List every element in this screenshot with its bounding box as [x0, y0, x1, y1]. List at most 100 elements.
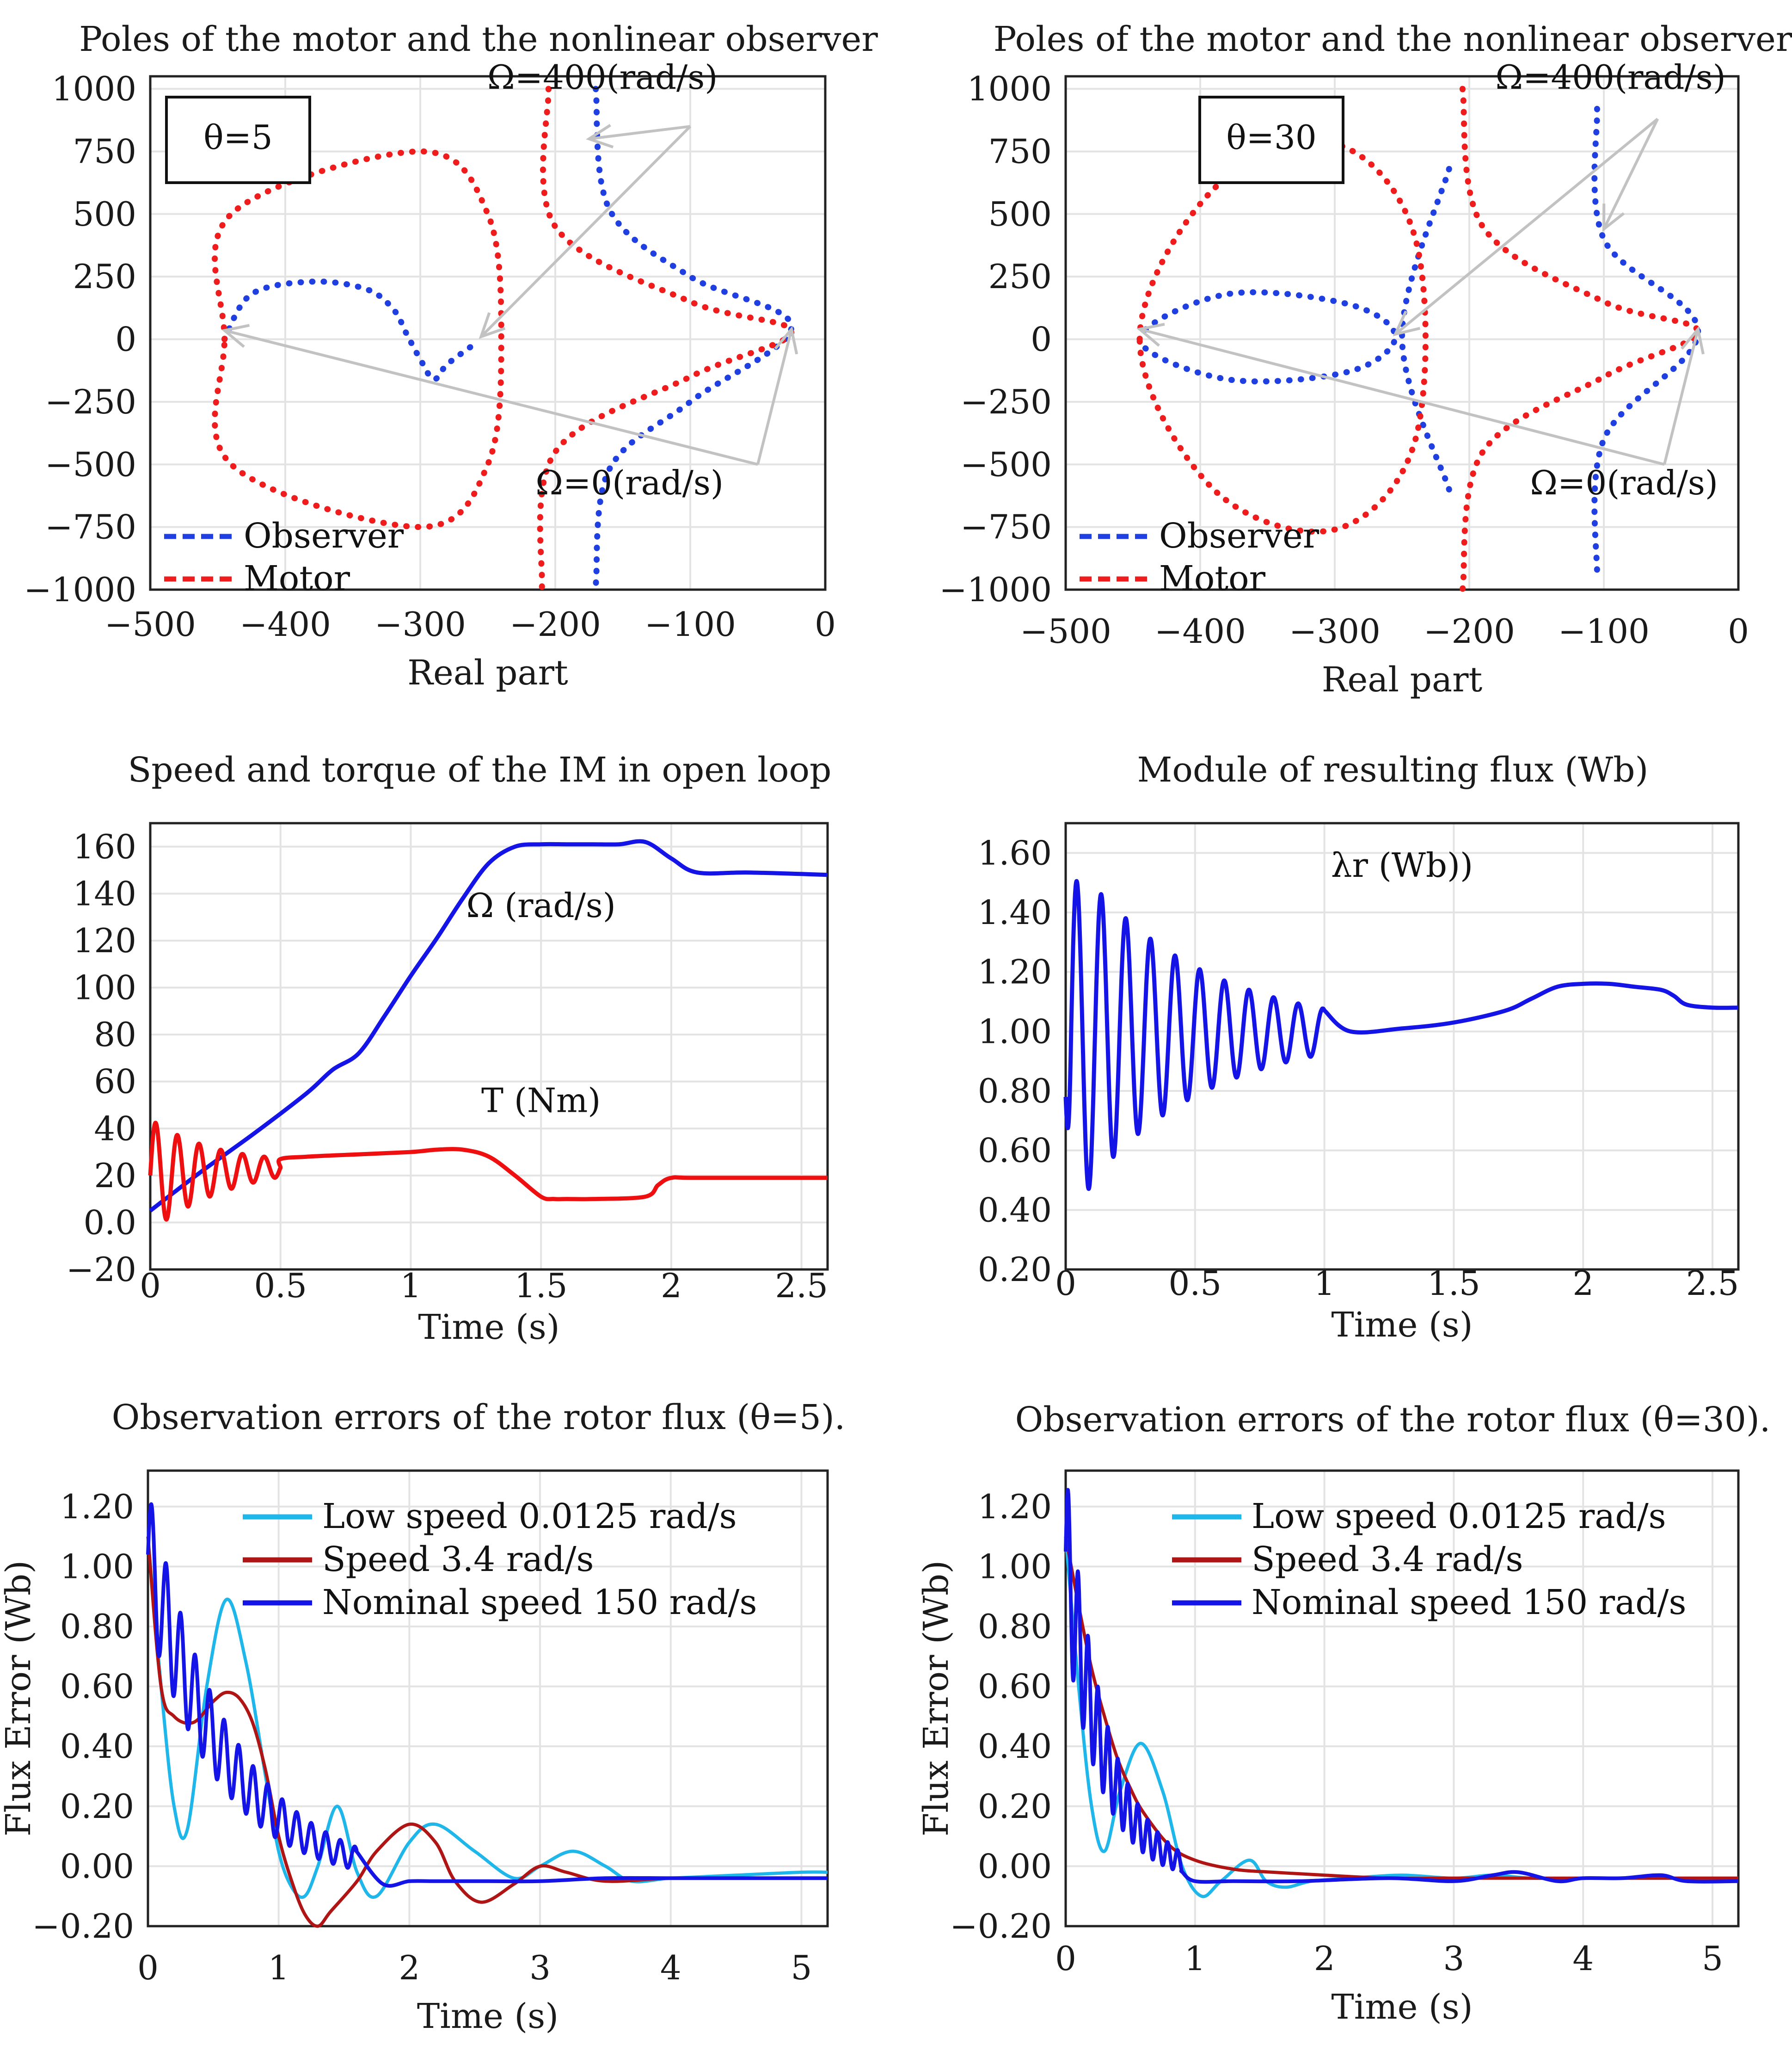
annotation-arrow: [589, 125, 691, 141]
y-tick-label: 0.40: [978, 1727, 1052, 1766]
y-tick-label: 1000: [52, 69, 136, 108]
x-tick-label: 4: [1572, 1939, 1594, 1978]
y-tick-label: 0.80: [60, 1607, 134, 1646]
theta-box-frame: [1198, 96, 1344, 184]
y-tick-label: 1.00: [978, 1547, 1052, 1586]
y-tick-label: 0.60: [978, 1667, 1052, 1706]
x-axis-label: Time (s): [1331, 1987, 1473, 2027]
legend-label: Motor: [244, 559, 350, 598]
y-tick-label: −250: [960, 382, 1052, 421]
annotation-arrowhead: [1602, 203, 1625, 232]
annotation-arrow: [480, 125, 692, 338]
legend-label: Nominal speed 150 rad/s: [1252, 1583, 1686, 1622]
x-tick-label: −500: [1020, 612, 1111, 651]
chart-p2: −500 −400 −300 −200 −100 010007505002500−250−…: [939, 19, 1792, 700]
plot-frame: [149, 822, 829, 1271]
y-tick-label: 500: [988, 195, 1052, 234]
y-tick-label: 250: [73, 257, 136, 296]
chart-p3: 0 0.5 1 1.5 2 2.5 160 140 120 100 80 60 40 20 0.0 −20 Sp…: [66, 750, 831, 1347]
theta-box-frame: [165, 96, 311, 184]
x-tick-label: −500: [104, 605, 196, 644]
legend: Low speed 0.0125 rad/s Speed 3.4 rad/s Nom…: [243, 1497, 757, 1622]
x-tick-label: 1.5: [515, 1266, 568, 1305]
x-tick-label: 2: [1314, 1939, 1335, 1978]
y-tick-label: −500: [45, 445, 136, 484]
y-tick-label: 0.80: [978, 1072, 1052, 1110]
y-axis-label: Flux Error (Wb): [0, 1560, 38, 1836]
theta-box: θ=30: [1198, 96, 1344, 184]
y-tick-label: 0.20: [978, 1250, 1052, 1289]
annotation-arrowhead: [1681, 326, 1705, 355]
series-torque-line: [148, 1121, 828, 1222]
annotation-arrowhead: [221, 324, 250, 348]
y-tick-label: 80: [94, 1015, 136, 1054]
annotation-arrow: [756, 329, 793, 465]
annotation-arrowhead: [1136, 323, 1165, 347]
annotation-label: Ω=400(rad/s): [1495, 58, 1725, 97]
y-tick-label: 60: [94, 1062, 136, 1101]
chart-p4: 0 0.5 1 1.5 2 2.51.601.401.201.000.800.600.40…: [978, 750, 1740, 1345]
legend-label: Speed 3.4 rad/s: [322, 1540, 594, 1579]
annotation-arrow: [1602, 118, 1659, 230]
series-observer-branch_center: [1399, 166, 1452, 493]
series-observer-loop_left: [221, 278, 478, 382]
plot-frame: [1064, 75, 1740, 591]
y-tick-label: 1.40: [978, 893, 1052, 932]
x-axis-label: Real part: [1322, 660, 1483, 700]
y-tick-label: 250: [988, 257, 1052, 296]
x-axis-label: Time (s): [1331, 1305, 1473, 1345]
y-tick-label: 40: [94, 1109, 136, 1148]
series-flux-line: [1063, 879, 1739, 1191]
legend-label: Low speed 0.0125 rad/s: [1252, 1497, 1666, 1536]
legend-label: Low speed 0.0125 rad/s: [322, 1497, 737, 1536]
annotation-arrowhead: [586, 124, 614, 148]
y-tick-label: −500: [960, 445, 1052, 484]
x-tick-label: 2: [399, 1948, 420, 1987]
x-tick-label: −300: [374, 605, 466, 644]
y-tick-label: 160: [73, 827, 136, 866]
plot-area: [146, 1502, 828, 1928]
x-tick-label: 4: [660, 1948, 681, 1987]
y-tick-label: 1.20: [978, 953, 1052, 992]
theta-box-label: θ=30: [1226, 118, 1316, 157]
x-axis-label: Real part: [407, 653, 568, 693]
annotation-arrowhead: [774, 326, 798, 355]
y-tick-label: 0.60: [978, 1131, 1052, 1170]
grid: [147, 1471, 828, 1927]
series-label: T (Nm): [481, 1081, 601, 1120]
theta-box: θ=5: [165, 96, 311, 184]
y-tick-label: 1.20: [60, 1487, 134, 1526]
annotation-label: Ω=0(rad/s): [535, 463, 724, 502]
x-tick-label: −100: [644, 605, 736, 644]
x-tick-label: 0: [140, 1266, 161, 1305]
x-axis-label: Time (s): [417, 1996, 558, 2036]
y-tick-label: 0: [1031, 320, 1052, 359]
series-error-line-2: [1064, 1488, 1739, 1884]
series-label: λr (Wb)): [1331, 846, 1473, 885]
series-speed-line: [149, 839, 828, 1213]
chart-title: Module of resulting flux (Wb): [1137, 750, 1649, 790]
annotation-label: Ω=0(rad/s): [1530, 463, 1718, 502]
x-tick-label: −400: [1154, 612, 1246, 651]
y-tick-label: −250: [45, 382, 136, 421]
y-tick-label: 0.0: [83, 1203, 136, 1242]
annotation-arrow: [1394, 117, 1659, 336]
chart-p5: 0 1 2 3 4 5 1.20 1.00 0.80 0.60 0.40 0.20 0.00 −0.20 O…: [0, 1398, 845, 2036]
x-tick-label: 0: [1055, 1939, 1076, 1978]
plot-frame: [147, 1469, 829, 1928]
chart-title: Speed and torque of the IM in open loop: [128, 750, 832, 790]
plot-area: [1064, 1488, 1739, 1898]
y-tick-label: 0.40: [60, 1727, 134, 1766]
y-tick-label: −1000: [24, 570, 136, 609]
annotation-arrow: [224, 329, 758, 466]
y-tick-label: 20: [94, 1156, 136, 1195]
y-tick-label: 1.20: [978, 1487, 1052, 1526]
chart-title: Poles of the motor and the nonlinear obs…: [994, 19, 1792, 59]
legend-label: Nominal speed 150 rad/s: [322, 1583, 757, 1622]
x-tick-label: 0: [815, 605, 836, 644]
y-tick-label: 1.00: [978, 1012, 1052, 1051]
x-tick-label: −100: [1558, 612, 1650, 651]
x-tick-label: 5: [791, 1948, 812, 1987]
series-observer-branch_right: [593, 86, 795, 588]
